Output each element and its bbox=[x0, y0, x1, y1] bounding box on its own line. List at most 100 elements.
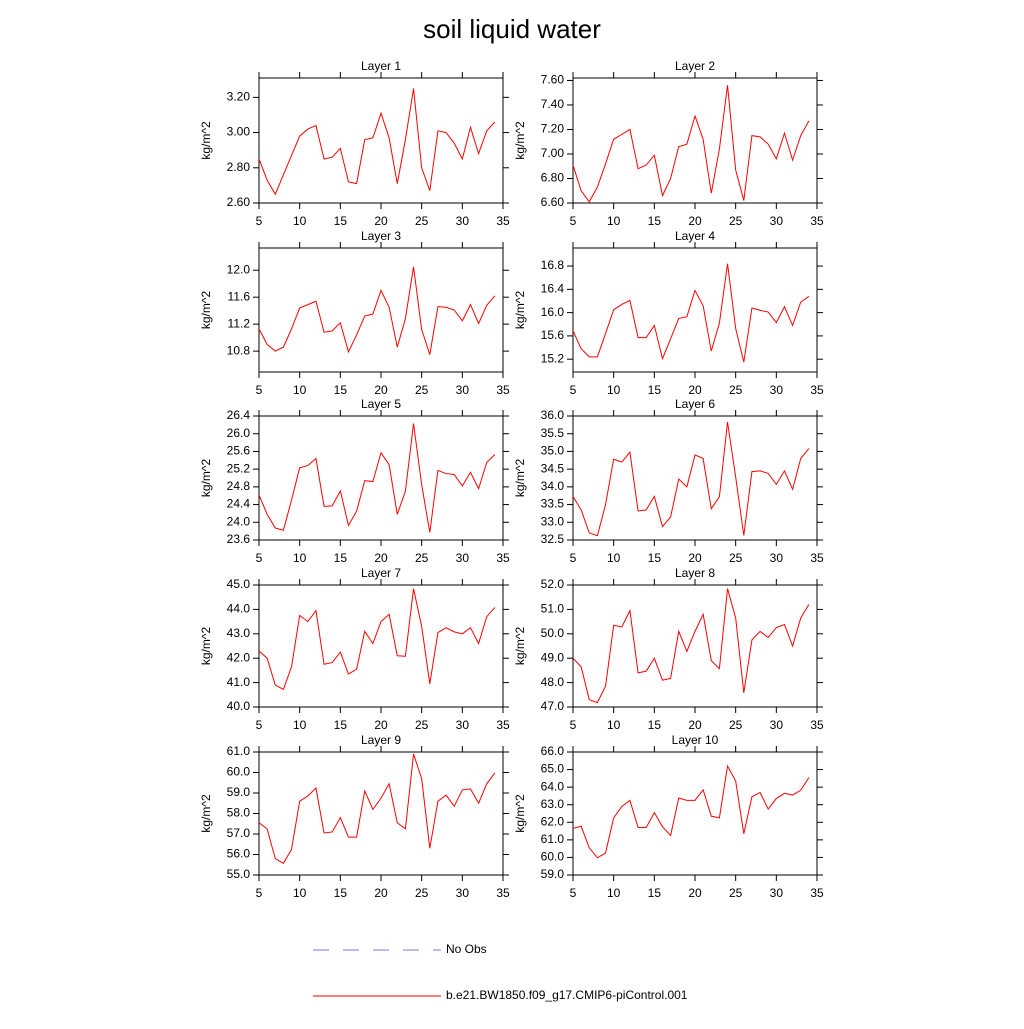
y-tick-label: 33.0 bbox=[541, 514, 565, 528]
figure-title: soil liquid water bbox=[423, 14, 601, 44]
legend-label: No Obs bbox=[446, 942, 487, 956]
x-tick-label: 30 bbox=[456, 718, 470, 732]
y-tick-label: 60.0 bbox=[227, 765, 251, 779]
y-tick-label: 56.0 bbox=[227, 847, 251, 861]
x-tick-label: 10 bbox=[607, 383, 621, 397]
data-line bbox=[258, 423, 496, 533]
x-tick-label: 15 bbox=[334, 551, 348, 565]
y-tick-label: 16.0 bbox=[541, 305, 565, 319]
y-axis-label: kg/m^2 bbox=[513, 459, 527, 498]
x-tick-label: 30 bbox=[770, 214, 784, 228]
x-tick-label: 20 bbox=[374, 551, 388, 565]
x-tick-label: 20 bbox=[688, 214, 702, 228]
x-tick-label: 35 bbox=[496, 718, 510, 732]
x-tick-label: 5 bbox=[570, 551, 577, 565]
y-tick-label: 12.0 bbox=[227, 262, 251, 276]
y-tick-label: 24.8 bbox=[227, 479, 251, 493]
panel-title: Layer 2 bbox=[675, 59, 715, 73]
y-tick-label: 7.00 bbox=[541, 146, 565, 160]
x-tick-label: 10 bbox=[293, 383, 307, 397]
y-axis-label: kg/m^2 bbox=[513, 291, 527, 330]
y-tick-label: 35.5 bbox=[541, 426, 565, 440]
y-tick-label: 6.80 bbox=[541, 171, 565, 185]
x-tick-label: 15 bbox=[334, 886, 348, 900]
x-tick-label: 20 bbox=[688, 383, 702, 397]
panel-title: Layer 10 bbox=[672, 733, 719, 747]
y-tick-label: 25.6 bbox=[227, 444, 251, 458]
x-tick-label: 5 bbox=[256, 214, 263, 228]
y-tick-label: 6.60 bbox=[541, 195, 565, 209]
x-tick-label: 25 bbox=[729, 383, 743, 397]
x-tick-label: 10 bbox=[293, 214, 307, 228]
y-tick-label: 52.0 bbox=[541, 577, 565, 591]
panel-title: Layer 5 bbox=[361, 397, 401, 411]
x-tick-label: 5 bbox=[570, 886, 577, 900]
y-tick-label: 42.0 bbox=[227, 650, 251, 664]
y-tick-label: 62.0 bbox=[541, 814, 565, 828]
x-tick-label: 25 bbox=[415, 551, 429, 565]
x-tick-label: 20 bbox=[374, 718, 388, 732]
x-tick-label: 30 bbox=[770, 718, 784, 732]
x-tick-label: 20 bbox=[374, 214, 388, 228]
y-tick-label: 11.6 bbox=[228, 289, 251, 303]
x-tick-label: 35 bbox=[496, 886, 510, 900]
y-tick-label: 16.4 bbox=[541, 282, 565, 296]
y-tick-label: 34.0 bbox=[541, 479, 565, 493]
x-tick-label: 15 bbox=[648, 886, 662, 900]
y-tick-label: 61.0 bbox=[227, 744, 251, 758]
y-tick-label: 60.0 bbox=[541, 850, 565, 864]
x-tick-label: 30 bbox=[456, 886, 470, 900]
y-tick-label: 32.5 bbox=[541, 532, 565, 546]
x-tick-label: 20 bbox=[374, 383, 388, 397]
x-tick-label: 30 bbox=[456, 383, 470, 397]
y-tick-label: 23.6 bbox=[227, 532, 251, 546]
y-axis-label: kg/m^2 bbox=[199, 291, 213, 330]
y-tick-label: 34.5 bbox=[541, 461, 565, 475]
y-tick-label: 15.2 bbox=[541, 351, 565, 365]
x-tick-label: 25 bbox=[415, 214, 429, 228]
x-tick-label: 15 bbox=[648, 551, 662, 565]
x-tick-label: 30 bbox=[770, 383, 784, 397]
y-tick-label: 50.0 bbox=[541, 626, 565, 640]
x-tick-label: 25 bbox=[729, 886, 743, 900]
x-tick-label: 5 bbox=[256, 551, 263, 565]
x-tick-label: 35 bbox=[810, 718, 824, 732]
panel-title: Layer 3 bbox=[361, 229, 401, 243]
x-tick-label: 35 bbox=[496, 214, 510, 228]
y-tick-label: 3.20 bbox=[227, 90, 251, 104]
y-tick-label: 24.4 bbox=[227, 497, 251, 511]
y-tick-label: 7.40 bbox=[541, 97, 565, 111]
data-line bbox=[572, 588, 810, 704]
panel-title: Layer 8 bbox=[675, 566, 715, 580]
y-axis-label: kg/m^2 bbox=[513, 627, 527, 666]
y-tick-label: 33.5 bbox=[541, 497, 565, 511]
x-tick-label: 35 bbox=[810, 214, 824, 228]
panel-title: Layer 7 bbox=[361, 566, 401, 580]
panel-title: Layer 1 bbox=[361, 59, 401, 73]
data-line bbox=[572, 263, 810, 363]
x-tick-label: 5 bbox=[570, 718, 577, 732]
y-tick-label: 45.0 bbox=[227, 577, 251, 591]
x-tick-label: 35 bbox=[496, 551, 510, 565]
x-tick-label: 30 bbox=[770, 886, 784, 900]
data-line bbox=[258, 88, 496, 196]
x-tick-label: 35 bbox=[810, 383, 824, 397]
data-line bbox=[258, 588, 496, 691]
y-tick-label: 61.0 bbox=[541, 832, 565, 846]
data-line bbox=[572, 421, 810, 537]
x-tick-label: 30 bbox=[770, 551, 784, 565]
y-tick-label: 41.0 bbox=[227, 675, 251, 689]
x-tick-label: 15 bbox=[648, 718, 662, 732]
y-tick-label: 36.0 bbox=[541, 408, 565, 422]
y-tick-label: 35.0 bbox=[541, 444, 565, 458]
y-tick-label: 2.80 bbox=[227, 160, 251, 174]
data-line bbox=[572, 85, 810, 203]
x-tick-label: 10 bbox=[293, 886, 307, 900]
y-axis-label: kg/m^2 bbox=[199, 459, 213, 498]
x-tick-label: 15 bbox=[334, 718, 348, 732]
y-tick-label: 26.4 bbox=[227, 408, 251, 422]
x-tick-label: 25 bbox=[729, 718, 743, 732]
x-tick-label: 20 bbox=[688, 551, 702, 565]
x-tick-label: 10 bbox=[607, 886, 621, 900]
